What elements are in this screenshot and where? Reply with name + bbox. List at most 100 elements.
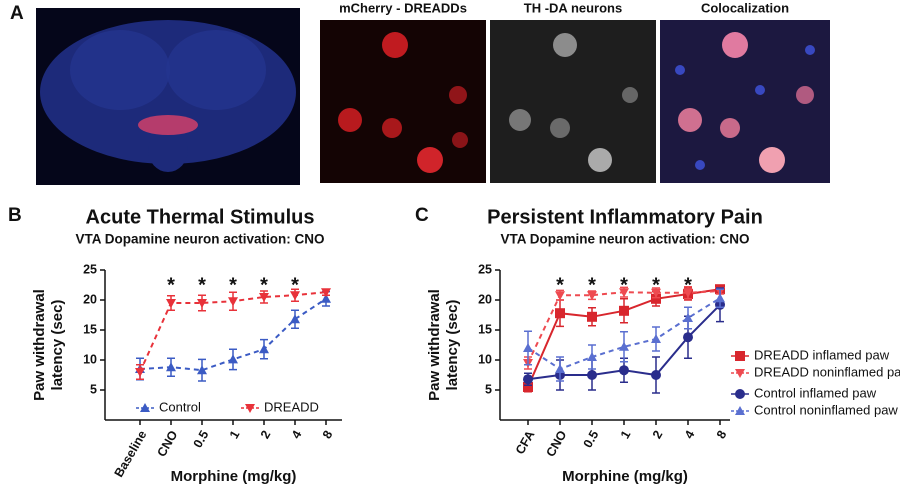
image-title: TH -DA neurons [524,0,622,15]
marker [555,291,565,301]
marker [166,299,176,308]
significance: * [260,274,268,296]
significance: * [556,274,564,296]
x-tick-label: CFA [513,428,538,457]
marker [228,297,238,307]
x-tick-label: CNO [543,428,569,459]
y-tick-label: 20 [83,292,97,306]
marker [228,354,238,364]
mcherry-image [320,20,486,183]
chart-subtitle: VTA Dopamine neuron activation: CNO [75,232,324,247]
legend-label: Control noninflamed paw [754,402,898,417]
marker [651,293,661,304]
marker [321,293,331,303]
x-tick-label: 2 [650,428,666,441]
chart-subtitle: VTA Dopamine neuron activation: CNO [500,232,749,247]
y-axis-label: latency (sec) [444,300,461,391]
marker [259,293,269,302]
marker [683,313,693,322]
legend-marker [245,404,255,413]
x-axis-label: Morphine (mg/kg) [171,468,297,485]
marker [523,374,533,385]
x-tick-label: 1 [227,428,243,441]
y-tick-label: 5 [485,382,492,396]
x-tick-label: CNO [154,428,180,459]
x-tick-label: 4 [682,428,698,441]
marker [651,288,661,298]
image-title: mCherry - DREADDs [339,0,467,15]
significance: * [167,274,175,296]
significance: * [198,274,206,296]
marker [259,344,269,354]
significance: * [229,274,237,296]
panel-label: A [10,3,24,24]
y-axis-label: latency (sec) [49,300,66,391]
marker [587,352,597,361]
marker [651,370,661,380]
significance: * [684,274,692,296]
marker [290,314,300,324]
marker [619,365,629,376]
x-tick-label: 2 [258,428,274,441]
legend-label: Control inflamed paw [754,385,877,400]
marker [587,370,597,380]
th-image [490,20,656,183]
chart-title: Persistent Inflammatory Pain [487,206,763,228]
marker [683,332,693,343]
x-tick-label: 8 [714,428,730,441]
marker [166,362,176,372]
legend-label: Control [159,399,201,414]
x-axis-label: Morphine (mg/kg) [562,468,688,485]
legend-marker [735,406,745,415]
x-tick-label: 0.5 [191,428,212,450]
y-tick-label: 25 [478,262,492,276]
legend-marker [140,403,150,412]
significance: * [291,274,299,296]
significance: * [652,274,660,296]
marker [619,341,629,351]
x-tick-label: 4 [289,428,305,441]
panel-label: B [8,205,22,226]
marker [651,334,661,343]
marker [587,311,597,322]
y-tick-label: 5 [90,382,97,396]
legend-marker [735,369,745,378]
y-tick-label: 20 [478,292,492,306]
marker [523,382,533,392]
marker [197,365,207,375]
marker [715,293,725,303]
marker [587,291,597,301]
x-tick-label: 0.5 [581,428,602,450]
y-axis-label: Paw withdrawal [426,289,443,401]
marker [555,308,565,319]
marker [290,291,300,301]
y-tick-label: 15 [83,322,97,336]
legend-marker [735,351,745,361]
y-tick-label: 10 [83,352,97,366]
significance: * [620,274,628,296]
x-tick-label: Baseline [112,428,150,480]
legend-label: DREADD inflamed paw [754,347,890,362]
marker [197,299,207,308]
x-tick-label: 1 [618,428,634,441]
legend-label: DREADD noninflamed paw [754,364,900,379]
image-title: Colocalization [701,0,789,15]
x-tick-label: 8 [320,428,336,441]
significance: * [588,274,596,296]
marker [523,343,533,352]
marker [619,288,629,298]
coloc-image [660,20,830,183]
marker [321,288,331,298]
legend-label: DREADD [264,399,319,414]
marker [619,305,629,316]
marker [555,364,565,373]
brain-image [36,8,300,185]
marker [683,288,693,298]
legend-marker [735,389,745,399]
y-tick-label: 25 [83,262,97,276]
y-axis-label: Paw withdrawal [31,289,48,401]
marker [135,368,145,377]
y-tick-label: 10 [478,352,492,366]
panel-label: C [415,205,429,226]
